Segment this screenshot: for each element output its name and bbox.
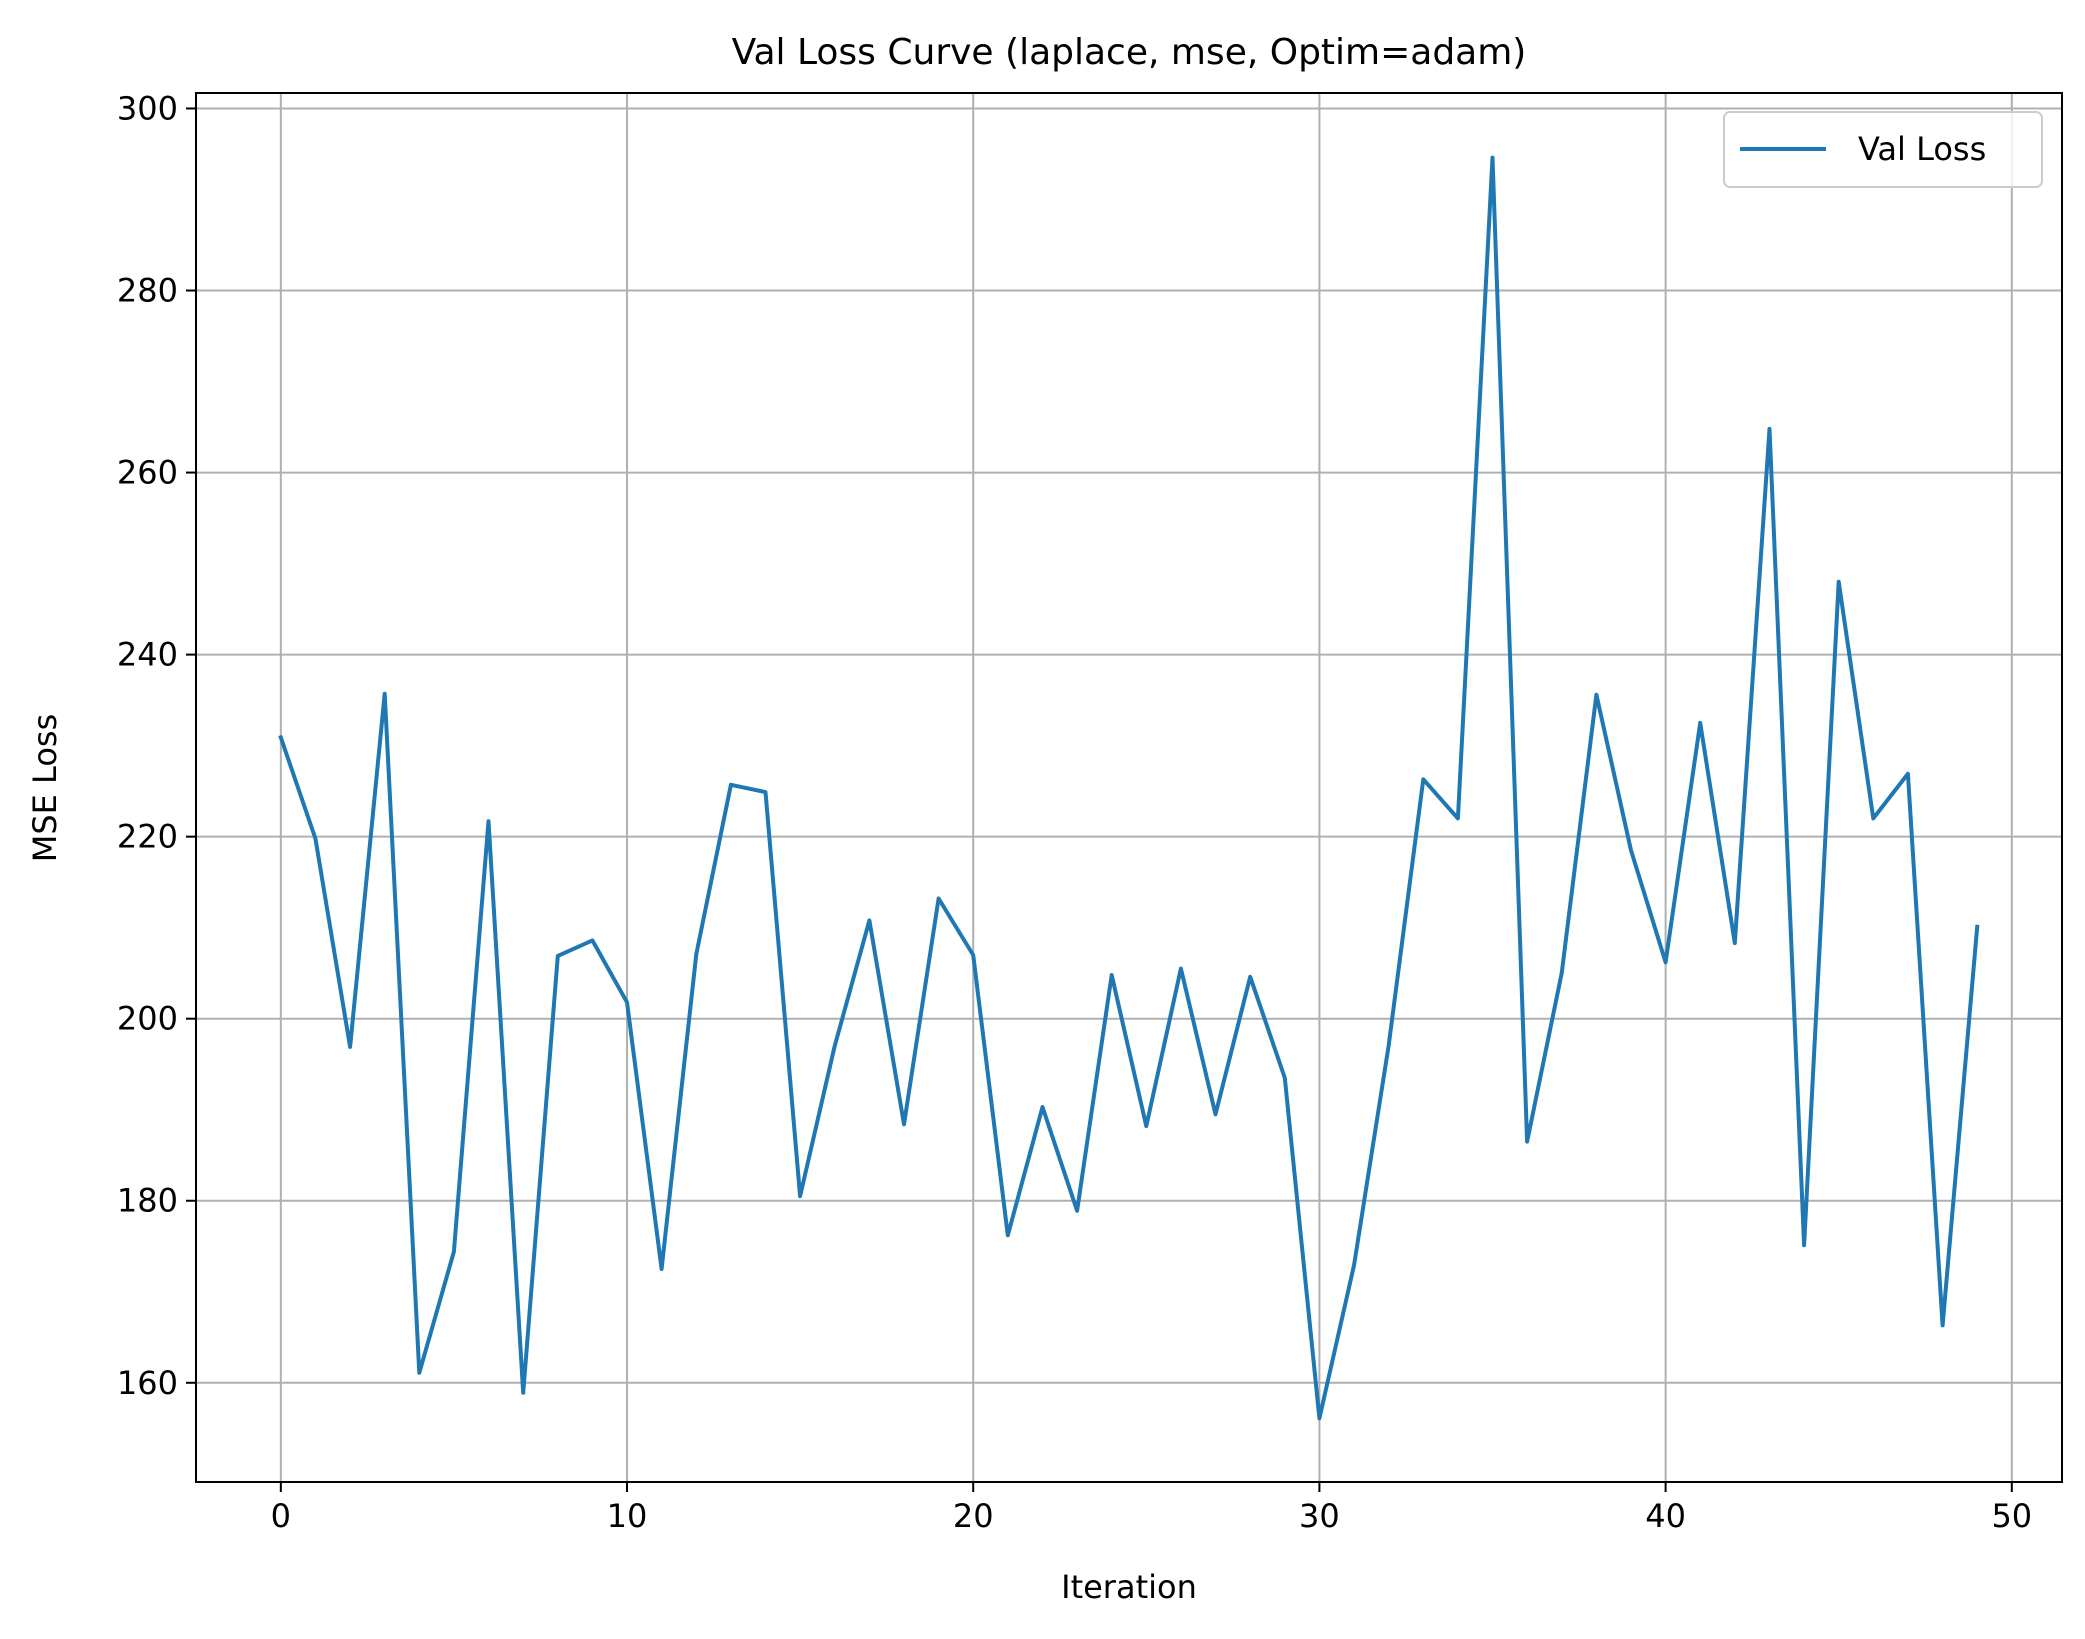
x-tick-label: 10 (607, 1497, 648, 1535)
legend: Val Loss (1723, 111, 2043, 188)
tick-marks: 0 10 20 30 40 50 160 180 200 220 240 260 280 300 (117, 89, 2032, 1535)
y-tick-label: 240 (117, 636, 178, 674)
chart-title: Val Loss Curve (laplace, mse, Optim=adam… (732, 32, 1527, 73)
series-line-val-loss (278, 155, 1980, 1421)
legend-label: Val Loss (1858, 130, 1986, 168)
y-tick-label: 280 (117, 272, 178, 310)
x-tick-label: 40 (1645, 1497, 1686, 1535)
y-tick-label: 160 (117, 1364, 178, 1402)
x-tick-label: 0 (271, 1497, 291, 1535)
y-tick-label: 200 (117, 1000, 178, 1038)
legend-box (1723, 111, 2043, 188)
x-tick-label: 50 (1991, 1497, 2032, 1535)
x-tick-label: 20 (953, 1497, 994, 1535)
grid-lines (196, 93, 2062, 1482)
x-tick-label: 30 (1299, 1497, 1340, 1535)
y-tick-label: 220 (117, 818, 178, 856)
y-tick-label: 260 (117, 454, 178, 492)
y-axis-label: MSE Loss (26, 714, 64, 863)
series-layer (278, 155, 1980, 1421)
y-tick-label: 180 (117, 1182, 178, 1220)
axes-frame (195, 92, 2063, 1483)
y-tick-label: 300 (117, 89, 178, 127)
x-axis-label: Iteration (1061, 1568, 1197, 1606)
